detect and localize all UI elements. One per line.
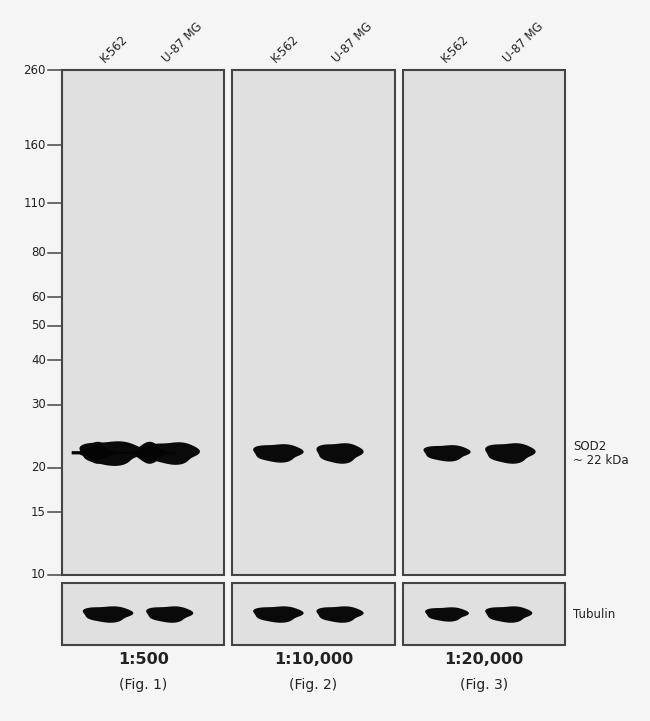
Text: K-562: K-562 (439, 32, 471, 65)
Bar (62, 70, 224, 575)
Text: SOD2: SOD2 (573, 441, 606, 454)
Bar (232, 70, 395, 575)
Polygon shape (485, 443, 536, 464)
Text: (Fig. 2): (Fig. 2) (289, 678, 337, 692)
Polygon shape (317, 606, 363, 623)
Text: ~ 22 kDa: ~ 22 kDa (573, 454, 629, 467)
Polygon shape (83, 606, 133, 623)
Polygon shape (425, 607, 469, 622)
Polygon shape (72, 442, 176, 464)
Bar (402, 70, 565, 575)
Text: 15: 15 (31, 505, 46, 518)
Polygon shape (253, 444, 304, 463)
Text: 10: 10 (31, 568, 46, 582)
Text: 1:500: 1:500 (118, 653, 168, 668)
Text: 1:10,000: 1:10,000 (274, 653, 353, 668)
Text: 80: 80 (31, 246, 46, 259)
Polygon shape (79, 441, 144, 466)
Text: 20: 20 (31, 461, 46, 474)
Polygon shape (424, 445, 471, 461)
Bar (62, 583, 224, 645)
Text: 30: 30 (31, 398, 46, 411)
Bar (232, 583, 395, 645)
Polygon shape (317, 443, 363, 464)
Text: 50: 50 (31, 319, 46, 332)
Polygon shape (485, 606, 532, 623)
Polygon shape (146, 606, 193, 623)
Text: 1:20,000: 1:20,000 (444, 653, 523, 668)
Polygon shape (146, 442, 200, 465)
Polygon shape (72, 445, 176, 461)
Text: K-562: K-562 (268, 32, 301, 65)
Text: 160: 160 (23, 138, 46, 151)
Text: 260: 260 (23, 63, 46, 76)
Text: K-562: K-562 (98, 32, 131, 65)
Text: 60: 60 (31, 291, 46, 304)
Text: (Fig. 3): (Fig. 3) (460, 678, 508, 692)
Text: U-87 MG: U-87 MG (500, 20, 546, 65)
Text: 40: 40 (31, 353, 46, 366)
Text: (Fig. 1): (Fig. 1) (119, 678, 167, 692)
Polygon shape (253, 606, 304, 623)
Text: U-87 MG: U-87 MG (160, 20, 205, 65)
Text: U-87 MG: U-87 MG (330, 20, 375, 65)
Text: 110: 110 (23, 197, 46, 210)
Bar (402, 583, 565, 645)
Text: Tubulin: Tubulin (573, 608, 616, 621)
